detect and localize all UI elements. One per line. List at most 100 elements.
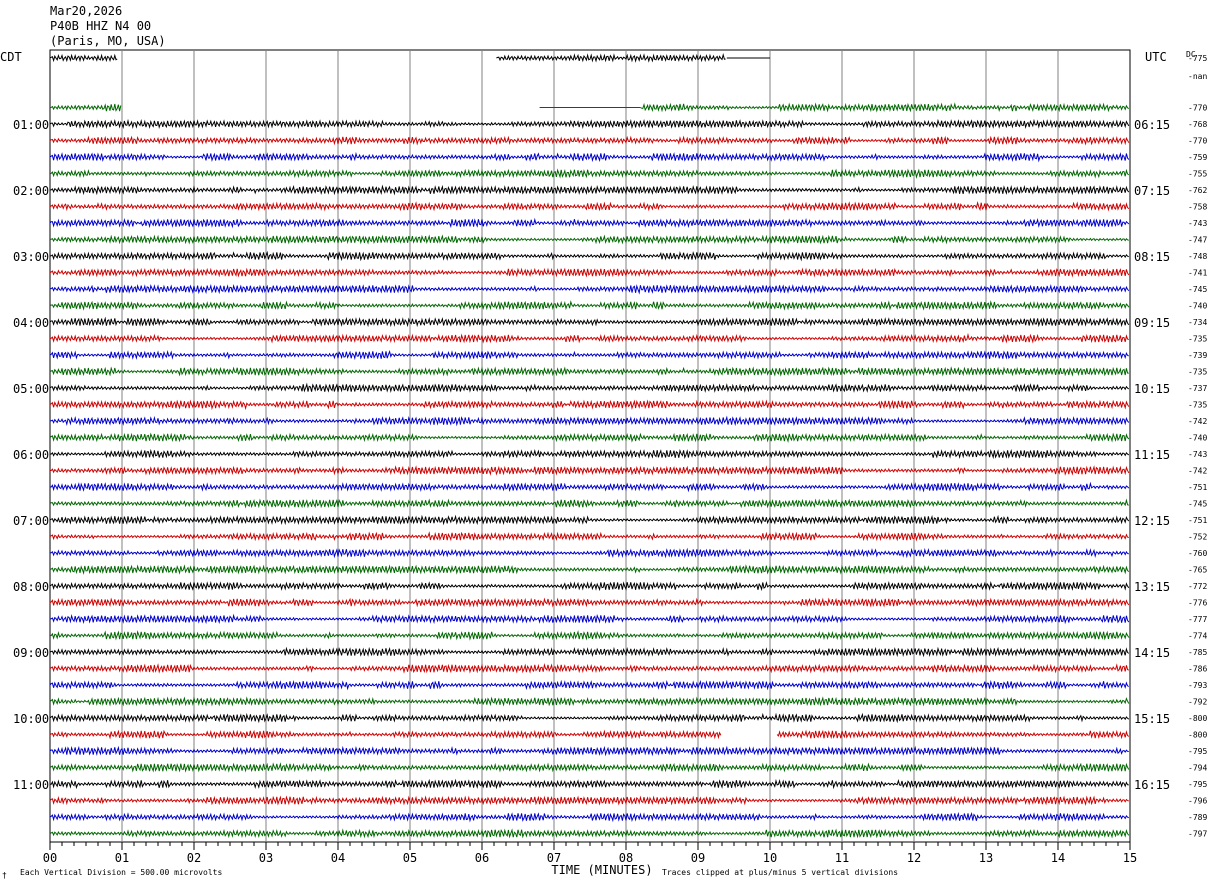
header-date: Mar20,2026 (50, 4, 123, 18)
left-hour-label: 04:00 (13, 316, 49, 330)
left-hour-label: 01:00 (13, 118, 49, 132)
dc-offset-label: -772 (1188, 582, 1207, 591)
dc-offset-label: -797 (1188, 830, 1207, 839)
trace-segment (49, 53, 118, 63)
dc-offset-label: -795 (1188, 780, 1207, 789)
left-hour-label: 05:00 (13, 382, 49, 396)
trace-segment (49, 168, 1130, 179)
dc-offset-label: -742 (1188, 417, 1207, 426)
x-tick-label: 10 (763, 851, 777, 865)
trace-segment (49, 200, 1130, 212)
trace-segment (49, 597, 1130, 608)
dc-offset-label: -734 (1188, 318, 1207, 327)
dc-offset-label: -755 (1188, 170, 1207, 179)
trace-segment (49, 828, 1130, 839)
trace-segment (49, 514, 1130, 526)
trace-segment (49, 283, 1130, 295)
dc-offset-label: -745 (1188, 285, 1207, 294)
trace-segment (49, 663, 1130, 674)
dc-offset-label: -775 (1188, 54, 1207, 63)
right-hour-label: 09:15 (1134, 316, 1170, 330)
trace-segment (640, 102, 1130, 113)
trace-segment (49, 448, 1130, 460)
trace-segment (49, 217, 1130, 229)
dc-offset-label: -770 (1188, 137, 1207, 146)
left-hour-label: 09:00 (13, 646, 49, 660)
trace-segment (49, 778, 1129, 790)
left-hour-label: 11:00 (13, 778, 49, 792)
trace-segment (49, 250, 1129, 262)
dc-offset-label: -762 (1188, 186, 1207, 195)
dc-offset-label: -800 (1188, 731, 1207, 740)
x-tick-label: 09 (691, 851, 705, 865)
dc-offset-label: -751 (1188, 483, 1207, 492)
dc-offset-label: -758 (1188, 203, 1207, 212)
trace-segment (49, 729, 722, 740)
trace-segment (49, 151, 1130, 163)
dc-offset-label: -770 (1188, 104, 1207, 113)
dc-offset-label: -794 (1188, 764, 1207, 773)
dc-offset-label: -739 (1188, 351, 1207, 360)
trace-segment (49, 382, 1130, 393)
left-hour-label: 06:00 (13, 448, 49, 462)
right-timezone-label: UTC (1145, 50, 1167, 64)
trace-segment (49, 679, 1129, 691)
x-tick-label: 05 (403, 851, 417, 865)
x-tick-label: 13 (979, 851, 993, 865)
dc-offset-label: -776 (1188, 599, 1207, 608)
trace-segment (49, 712, 1130, 724)
dc-offset-label: -786 (1188, 665, 1207, 674)
dc-offset-label: -795 (1188, 747, 1207, 756)
dc-offset-label: -741 (1188, 269, 1207, 278)
trace-segment (49, 564, 1130, 575)
trace-segment (49, 547, 1129, 559)
right-hour-label: 16:15 (1134, 778, 1170, 792)
right-hour-label: 15:15 (1134, 712, 1170, 726)
trace-segment (49, 613, 1130, 625)
right-hour-label: 07:15 (1134, 184, 1170, 198)
dc-offset-label: -743 (1188, 219, 1207, 228)
dc-offset-label: -740 (1188, 434, 1207, 443)
x-tick-label: 14 (1051, 851, 1065, 865)
dc-offset-label: -735 (1188, 401, 1207, 410)
trace-segment (49, 332, 1129, 344)
left-hour-label: 10:00 (13, 712, 49, 726)
header-location: (Paris, MO, USA) (50, 34, 166, 48)
dc-offset-label: -777 (1188, 615, 1207, 624)
trace-segment (49, 316, 1130, 328)
x-tick-label: 12 (907, 851, 921, 865)
trace-segment (49, 580, 1130, 592)
left-hour-label: 07:00 (13, 514, 49, 528)
x-tick-label: 15 (1123, 851, 1137, 865)
corner-mark: † (2, 871, 7, 880)
x-tick-label: 11 (835, 851, 849, 865)
trace-segment (49, 812, 1130, 823)
dc-offset-label: -748 (1188, 252, 1207, 261)
x-axis-title: TIME (MINUTES) (551, 863, 652, 877)
plot-frame (49, 49, 1131, 843)
trace-segment (49, 531, 1129, 542)
dc-offset-label: -768 (1188, 120, 1207, 129)
trace-segment (49, 696, 1130, 707)
trace-segment (50, 481, 1130, 493)
header-station: P40B HHZ N4 00 (50, 19, 152, 33)
dc-offset-label: -774 (1188, 632, 1207, 641)
trace-segment (49, 118, 1130, 130)
dc-offset-label: -793 (1188, 681, 1207, 690)
right-hour-label: 13:15 (1134, 580, 1170, 594)
x-tick-label: 01 (115, 851, 129, 865)
trace-segment (50, 465, 1130, 476)
trace-segment (49, 415, 1130, 427)
trace-segment (49, 103, 122, 112)
trace-segment (49, 234, 1129, 245)
trace-segment (776, 729, 1130, 740)
dc-offset-label: -743 (1188, 450, 1207, 459)
trace-segment (49, 135, 1130, 146)
dc-offset-label: -752 (1188, 533, 1207, 542)
left-hour-label: 08:00 (13, 580, 49, 594)
left-hour-label: 02:00 (13, 184, 49, 198)
dc-offset-label: -737 (1188, 384, 1207, 393)
trace-segment (49, 630, 1130, 641)
left-hour-label: 03:00 (13, 250, 49, 264)
